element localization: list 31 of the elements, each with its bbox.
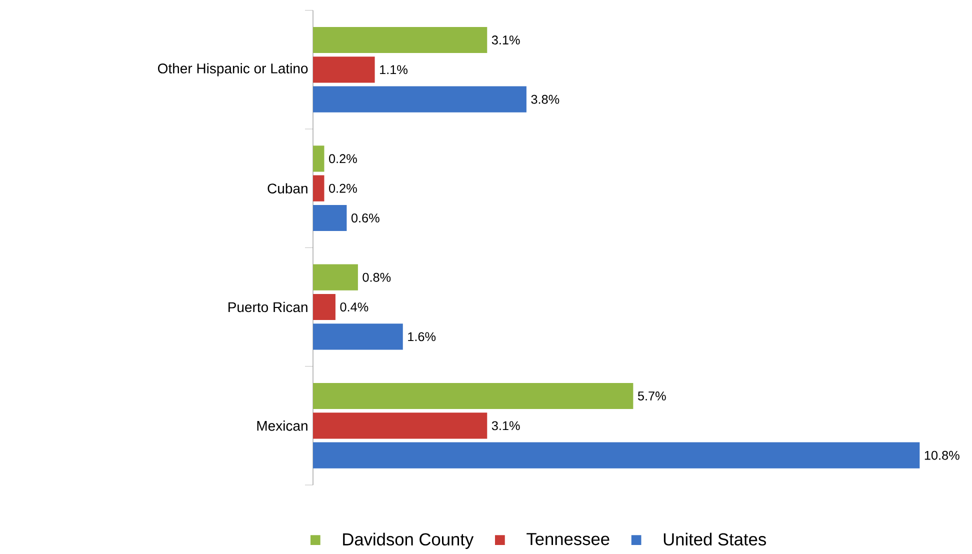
y-tick-label: Cuban — [268, 183, 308, 194]
bar — [313, 146, 324, 172]
legend-label: Davidson County — [343, 532, 474, 549]
data-label: 10.8% — [924, 450, 960, 460]
data-label: 0.2% — [329, 154, 357, 164]
bar — [313, 204, 347, 232]
bar — [313, 294, 336, 320]
legend-label: United States — [664, 532, 766, 546]
bar — [313, 56, 375, 83]
data-label: 3.1% — [492, 36, 520, 44]
bar — [313, 382, 634, 410]
data-label: 5.7% — [638, 392, 666, 400]
bar — [313, 175, 324, 202]
bar — [313, 264, 358, 290]
legend-label: Tennessee — [526, 533, 610, 546]
data-label: 1.6% — [408, 332, 436, 342]
data-label: 0.2% — [329, 184, 357, 193]
data-label: 0.6% — [351, 214, 380, 222]
data-label: 0.8% — [362, 272, 391, 282]
data-label: 1.1% — [380, 65, 408, 74]
y-tick-label: Mexican — [257, 420, 308, 431]
bar — [313, 442, 920, 468]
bar — [313, 26, 488, 54]
data-label: 3.8% — [531, 94, 560, 104]
bar — [313, 86, 526, 112]
y-tick-label: Other Hispanic or Latino — [158, 63, 308, 76]
data-label: 3.1% — [492, 421, 520, 430]
bar — [313, 324, 403, 350]
bar — [313, 412, 488, 439]
data-label: 0.4% — [340, 302, 368, 312]
y-tick-label: Puerto Rican — [228, 302, 308, 312]
